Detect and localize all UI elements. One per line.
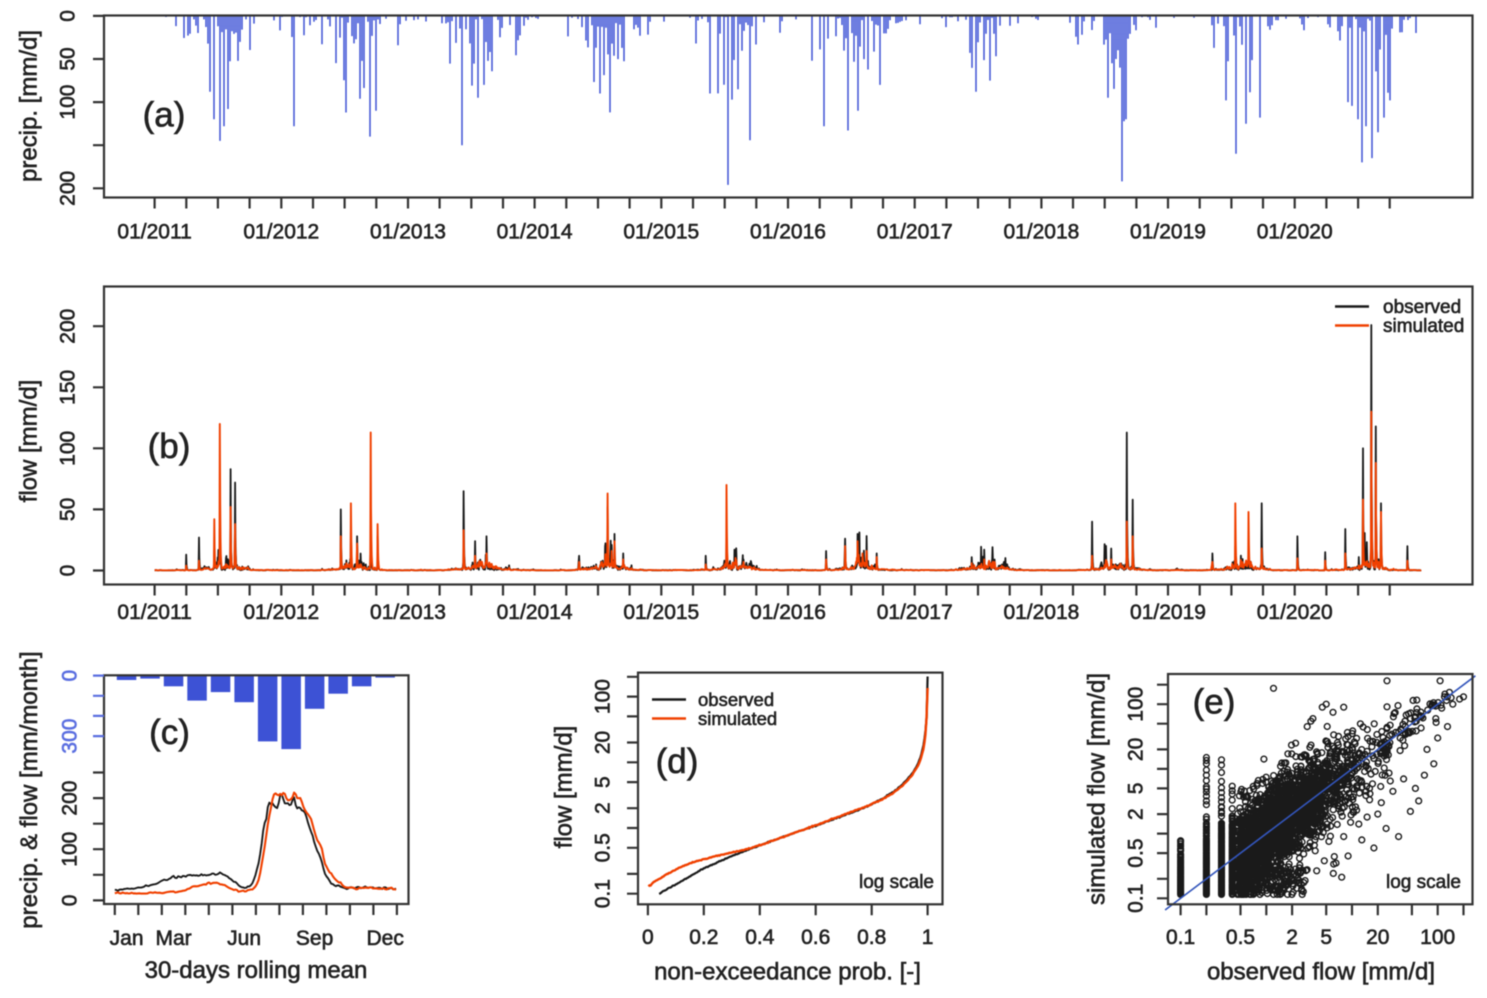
svg-text:01/2016: 01/2016 bbox=[750, 601, 826, 624]
svg-text:0: 0 bbox=[57, 565, 80, 577]
svg-text:01/2018: 01/2018 bbox=[1003, 601, 1079, 624]
svg-text:01/2011: 01/2011 bbox=[117, 601, 191, 624]
svg-text:Jun: Jun bbox=[227, 927, 261, 950]
svg-text:150: 150 bbox=[57, 370, 80, 405]
svg-text:20: 20 bbox=[1366, 926, 1389, 949]
svg-text:01/2018: 01/2018 bbox=[1003, 221, 1079, 244]
svg-text:0.4: 0.4 bbox=[745, 926, 775, 949]
svg-text:20: 20 bbox=[1125, 738, 1148, 761]
svg-text:observed flow [mm/d]: observed flow [mm/d] bbox=[1207, 959, 1435, 986]
svg-text:5: 5 bbox=[592, 776, 615, 788]
svg-text:100: 100 bbox=[59, 832, 82, 867]
svg-text:100: 100 bbox=[1125, 687, 1148, 722]
svg-text:200: 200 bbox=[57, 309, 80, 344]
svg-text:01/2013: 01/2013 bbox=[370, 601, 446, 624]
svg-text:precip. [mm/d]: precip. [mm/d] bbox=[16, 30, 43, 182]
svg-text:01/2017: 01/2017 bbox=[877, 221, 953, 244]
svg-text:50: 50 bbox=[57, 498, 80, 521]
svg-text:(b): (b) bbox=[148, 427, 191, 466]
svg-text:precip. & flow [mm/month]: precip. & flow [mm/month] bbox=[16, 651, 43, 928]
svg-text:100: 100 bbox=[57, 85, 80, 120]
svg-text:0.1: 0.1 bbox=[1125, 884, 1148, 913]
svg-text:01/2013: 01/2013 bbox=[370, 221, 446, 244]
svg-text:simulated: simulated bbox=[1383, 316, 1464, 337]
svg-text:log scale: log scale bbox=[1386, 872, 1461, 893]
svg-text:01/2017: 01/2017 bbox=[877, 601, 953, 624]
svg-text:0: 0 bbox=[59, 895, 82, 907]
svg-text:300: 300 bbox=[59, 719, 82, 754]
svg-text:01/2014: 01/2014 bbox=[497, 221, 573, 244]
svg-text:0.5: 0.5 bbox=[1226, 926, 1255, 949]
svg-text:1: 1 bbox=[922, 926, 934, 949]
svg-text:200: 200 bbox=[57, 171, 80, 206]
svg-text:0: 0 bbox=[59, 670, 82, 682]
svg-text:(e): (e) bbox=[1193, 683, 1236, 722]
svg-text:non-exceedance prob. [-]: non-exceedance prob. [-] bbox=[654, 959, 921, 986]
svg-text:2: 2 bbox=[1125, 808, 1148, 820]
svg-text:01/2015: 01/2015 bbox=[623, 601, 699, 624]
svg-text:5: 5 bbox=[1320, 926, 1332, 949]
svg-text:01/2011: 01/2011 bbox=[117, 221, 191, 244]
svg-text:log scale: log scale bbox=[859, 872, 934, 893]
svg-text:(c): (c) bbox=[149, 713, 190, 752]
svg-text:0.5: 0.5 bbox=[592, 833, 615, 862]
svg-text:observed: observed bbox=[1383, 297, 1461, 318]
svg-text:Jan: Jan bbox=[110, 927, 144, 950]
svg-text:0.8: 0.8 bbox=[857, 926, 886, 949]
svg-text:01/2012: 01/2012 bbox=[243, 601, 319, 624]
svg-text:0: 0 bbox=[642, 926, 654, 949]
svg-text:01/2020: 01/2020 bbox=[1257, 601, 1333, 624]
svg-text:01/2020: 01/2020 bbox=[1257, 221, 1333, 244]
svg-text:0.6: 0.6 bbox=[801, 926, 830, 949]
svg-text:20: 20 bbox=[592, 731, 615, 754]
svg-text:01/2014: 01/2014 bbox=[497, 601, 573, 624]
svg-text:100: 100 bbox=[1420, 926, 1455, 949]
svg-text:0.1: 0.1 bbox=[592, 879, 615, 908]
svg-text:0.5: 0.5 bbox=[1125, 838, 1148, 867]
svg-text:Dec: Dec bbox=[367, 927, 404, 950]
svg-text:0: 0 bbox=[57, 10, 80, 22]
svg-text:observed: observed bbox=[698, 689, 774, 710]
svg-text:200: 200 bbox=[59, 781, 82, 816]
svg-text:01/2015: 01/2015 bbox=[623, 221, 699, 244]
svg-text:50: 50 bbox=[57, 47, 80, 70]
svg-text:01/2019: 01/2019 bbox=[1130, 601, 1206, 624]
svg-text:01/2012: 01/2012 bbox=[243, 221, 319, 244]
svg-text:(a): (a) bbox=[143, 96, 186, 135]
svg-text:Mar: Mar bbox=[156, 927, 192, 950]
svg-text:100: 100 bbox=[57, 431, 80, 466]
svg-text:Sep: Sep bbox=[296, 927, 333, 950]
svg-text:flow [mm/d]: flow [mm/d] bbox=[551, 726, 578, 849]
svg-text:0.1: 0.1 bbox=[1166, 926, 1195, 949]
svg-text:simulated: simulated bbox=[698, 708, 777, 729]
svg-text:100: 100 bbox=[592, 679, 615, 714]
svg-text:flow [mm/d]: flow [mm/d] bbox=[16, 380, 43, 503]
svg-text:simulated flow [mm/d]: simulated flow [mm/d] bbox=[1084, 673, 1111, 905]
svg-text:01/2016: 01/2016 bbox=[750, 221, 826, 244]
svg-text:2: 2 bbox=[1286, 926, 1298, 949]
svg-text:0.2: 0.2 bbox=[689, 926, 718, 949]
svg-text:30-days rolling mean: 30-days rolling mean bbox=[145, 957, 368, 984]
svg-text:01/2019: 01/2019 bbox=[1130, 221, 1206, 244]
svg-text:2: 2 bbox=[592, 802, 615, 814]
svg-text:(d): (d) bbox=[656, 742, 699, 781]
svg-text:5: 5 bbox=[1125, 783, 1148, 795]
